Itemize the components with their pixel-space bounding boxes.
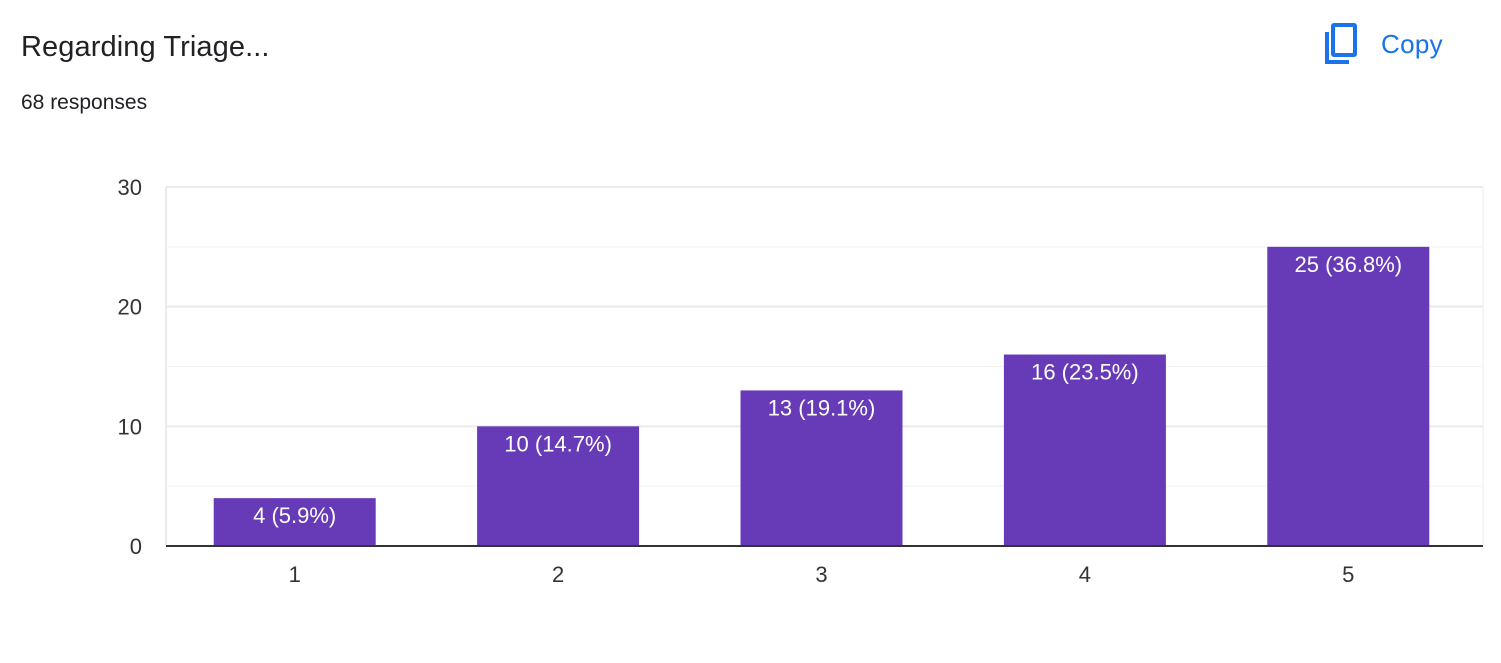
bar-data-label: 25 (36.8%) xyxy=(1294,252,1402,277)
copy-icon xyxy=(1324,22,1360,66)
copy-label: Copy xyxy=(1381,28,1443,59)
y-tick-label: 30 xyxy=(118,175,142,200)
bar xyxy=(477,426,640,546)
bar-data-label: 13 (19.1%) xyxy=(768,395,876,420)
bar xyxy=(1267,246,1430,547)
bar xyxy=(213,498,376,546)
x-tick-label: 2 xyxy=(552,562,564,587)
bar xyxy=(740,390,903,546)
y-tick-label: 20 xyxy=(118,295,142,320)
bar-data-label: 16 (23.5%) xyxy=(1031,360,1139,385)
bar-data-label: 10 (14.7%) xyxy=(504,431,612,456)
copy-button[interactable]: Copy xyxy=(1312,18,1455,70)
bar xyxy=(1003,354,1166,546)
chart-title: Regarding Triage... xyxy=(21,31,270,63)
x-tick-label: 1 xyxy=(289,562,301,587)
x-tick-label: 3 xyxy=(815,562,827,587)
bar-data-label: 4 (5.9%) xyxy=(253,503,336,528)
y-tick-label: 10 xyxy=(118,414,142,439)
x-tick-label: 4 xyxy=(1079,562,1091,587)
x-tick-label: 5 xyxy=(1342,562,1354,587)
response-count: 68 responses xyxy=(21,91,148,114)
y-tick-label: 0 xyxy=(130,534,142,559)
